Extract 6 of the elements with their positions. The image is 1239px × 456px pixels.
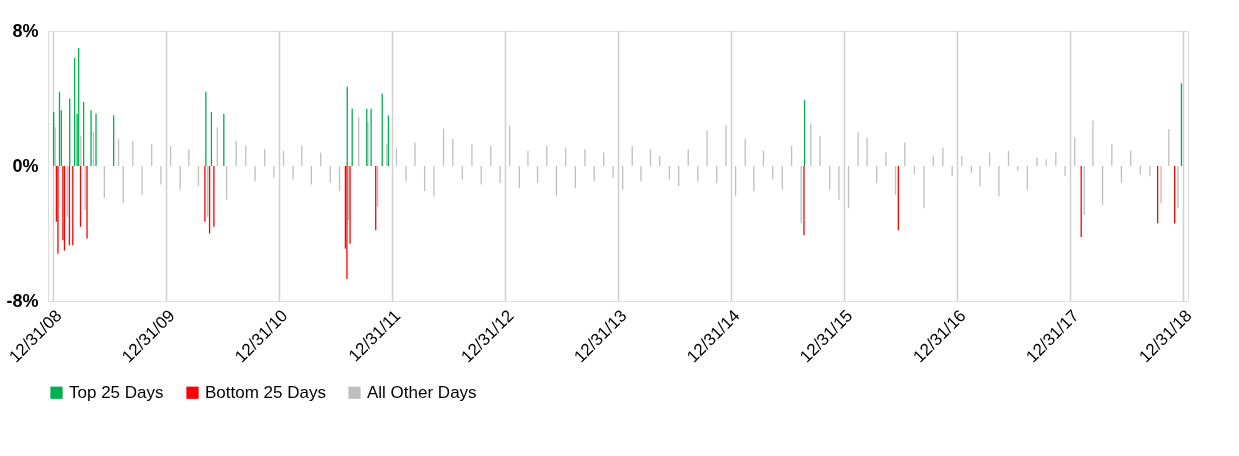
- legend-label: Bottom 25 Days: [205, 382, 326, 402]
- y-tick-label: -8%: [6, 290, 39, 311]
- y-tick-label: 8%: [12, 20, 39, 41]
- legend-label: All Other Days: [367, 382, 477, 402]
- y-tick-label: 0%: [12, 155, 39, 176]
- legend-label: Top 25 Days: [69, 382, 164, 402]
